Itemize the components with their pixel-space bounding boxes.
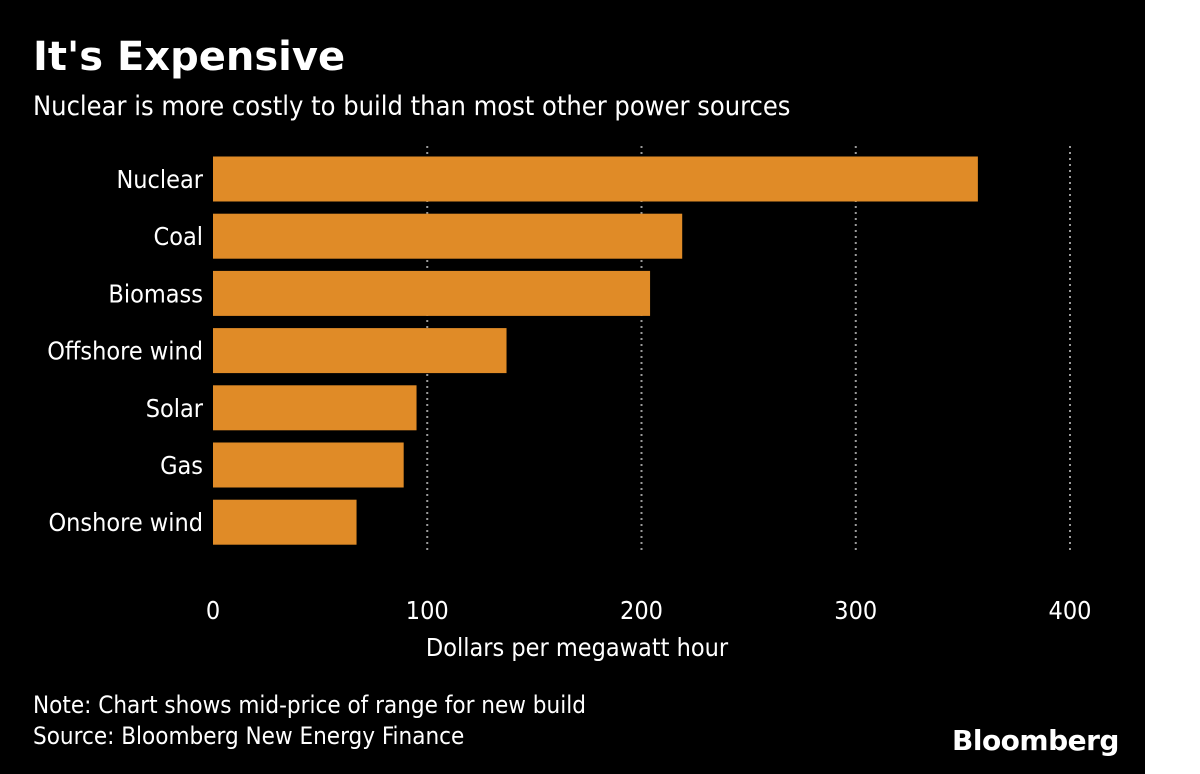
- x-tick-label: 300: [834, 596, 877, 625]
- x-tick-label: 400: [1049, 596, 1092, 625]
- category-label: Gas: [160, 451, 203, 480]
- category-label: Nuclear: [116, 165, 203, 194]
- x-axis-ticks: 0 100 200 300 400: [206, 596, 1092, 625]
- category-labels: Nuclear Coal Biomass Offshore wind Solar Gas O…: [47, 165, 204, 537]
- chart-panel: It's Expensive Nuclear is more costly to…: [0, 0, 1145, 774]
- bar-nuclear: [213, 156, 978, 202]
- x-axis-label: Dollars per megawatt hour: [426, 633, 729, 662]
- bloomberg-logo: Bloomberg: [952, 724, 1119, 757]
- x-tick-label: 100: [406, 596, 449, 625]
- chart-subtitle: Nuclear is more costly to build than mos…: [33, 91, 791, 122]
- chart-title: It's Expensive: [33, 34, 346, 80]
- bar-gas: [213, 442, 404, 488]
- bars: [213, 156, 978, 545]
- source-note: Source: Bloomberg New Energy Finance: [33, 722, 465, 750]
- x-tick-label: 200: [620, 596, 663, 625]
- bar-chart: Nuclear Coal Biomass Offshore wind Solar Gas O…: [47, 146, 1092, 662]
- category-label: Onshore wind: [48, 508, 203, 537]
- bar-onshore-wind: [213, 499, 357, 545]
- footnote: Note: Chart shows mid-price of range for…: [33, 691, 586, 719]
- category-label: Solar: [146, 394, 204, 423]
- gridlines: [426, 146, 1071, 552]
- category-label: Coal: [154, 222, 204, 251]
- bar-coal: [213, 213, 683, 259]
- bar-solar: [213, 385, 417, 431]
- bar-offshore-wind: [213, 328, 507, 374]
- bar-biomass: [213, 270, 651, 316]
- x-tick-label: 0: [206, 596, 220, 625]
- category-label: Offshore wind: [47, 337, 203, 366]
- category-label: Biomass: [108, 279, 203, 308]
